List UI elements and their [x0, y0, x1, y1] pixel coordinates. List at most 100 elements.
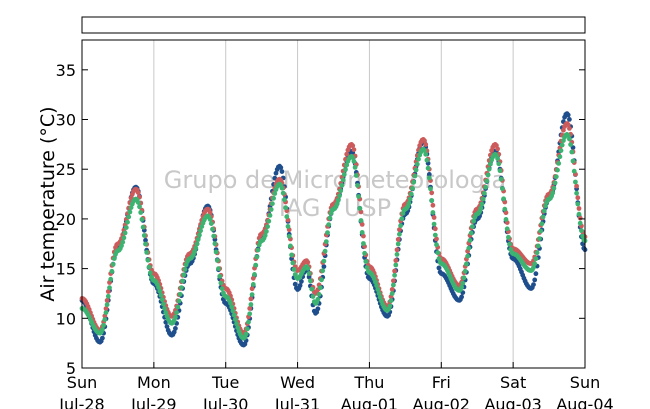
data-point	[138, 210, 144, 215]
data-point	[353, 173, 359, 178]
data-point	[356, 194, 361, 199]
data-point	[361, 233, 366, 239]
data-point	[431, 221, 437, 227]
data-point	[195, 237, 201, 242]
data-point	[465, 253, 470, 259]
data-point	[571, 168, 577, 174]
data-point	[359, 222, 365, 227]
data-point	[127, 209, 133, 215]
series-2	[79, 132, 588, 341]
data-point	[140, 224, 146, 230]
data-point	[557, 154, 563, 160]
data-point	[392, 268, 397, 274]
data-point	[495, 146, 500, 152]
data-point	[243, 331, 249, 337]
data-point	[373, 279, 378, 285]
y-axis-title: Air temperature (°C)	[37, 106, 59, 301]
data-point	[416, 156, 421, 162]
data-point	[208, 221, 214, 227]
data-point	[567, 136, 572, 142]
data-point	[568, 142, 573, 148]
data-point	[426, 172, 432, 177]
data-point	[291, 267, 297, 272]
data-point	[234, 321, 239, 327]
data-point	[434, 242, 439, 248]
data-point	[278, 165, 284, 171]
x-tick-date: Jul-31	[274, 395, 320, 409]
data-point	[503, 217, 509, 222]
data-point	[325, 230, 330, 236]
data-point	[146, 264, 152, 270]
data-point	[556, 161, 562, 166]
data-point	[565, 122, 571, 128]
data-point	[555, 167, 560, 173]
data-point	[432, 226, 438, 232]
data-point	[466, 245, 472, 251]
data-point	[531, 282, 536, 287]
data-point	[435, 250, 441, 256]
data-point	[532, 277, 538, 283]
data-point	[393, 258, 399, 263]
data-series	[79, 111, 588, 348]
data-point	[102, 317, 108, 322]
data-point	[306, 274, 312, 280]
data-point	[199, 224, 205, 230]
data-point	[123, 225, 129, 231]
x-tick-day: Sun	[67, 373, 97, 392]
data-point	[249, 286, 255, 292]
data-point	[414, 161, 420, 167]
data-point	[285, 224, 291, 229]
data-point	[122, 230, 128, 236]
data-point	[141, 233, 147, 238]
data-point	[574, 190, 579, 196]
data-point	[395, 241, 401, 247]
x-tick-day: Sun	[570, 373, 600, 392]
data-point	[216, 266, 221, 271]
data-point	[394, 247, 400, 253]
data-point	[343, 167, 348, 172]
y-tick-label: 25	[56, 160, 76, 179]
data-point	[299, 279, 304, 284]
data-point	[426, 175, 432, 181]
data-point	[395, 237, 401, 242]
data-point	[550, 190, 556, 196]
data-point	[247, 306, 253, 311]
data-point	[480, 196, 486, 202]
data-point	[266, 218, 272, 224]
data-point	[534, 250, 540, 256]
data-point	[351, 147, 357, 153]
data-point	[252, 272, 257, 277]
data-point	[576, 211, 582, 217]
data-point	[552, 180, 558, 186]
x-tick-date: Jul-30	[202, 395, 248, 409]
data-point	[430, 210, 436, 215]
data-point	[464, 261, 469, 267]
data-point	[305, 259, 311, 265]
x-tick-date: Jul-28	[58, 395, 104, 409]
x-tick-date: Jul-29	[130, 395, 176, 409]
data-point	[255, 247, 261, 253]
data-point	[358, 218, 364, 223]
data-point	[424, 157, 430, 163]
data-point	[377, 294, 383, 300]
data-point	[500, 186, 505, 192]
data-point	[459, 284, 464, 290]
data-point	[104, 298, 110, 303]
data-point	[145, 257, 151, 263]
data-point	[575, 201, 581, 207]
data-point	[412, 173, 418, 179]
data-point	[144, 250, 150, 255]
data-point	[567, 125, 572, 131]
y-tick-label: 10	[56, 309, 76, 328]
data-point	[232, 317, 238, 322]
data-point	[105, 289, 111, 294]
data-point	[488, 161, 493, 167]
data-point	[264, 229, 269, 234]
y-axis-ticks: 5 10 15 20 25 30 35	[56, 61, 585, 378]
data-point	[103, 306, 109, 311]
data-point	[459, 294, 464, 300]
legend-box	[81, 16, 586, 34]
data-point	[532, 261, 538, 267]
data-point	[573, 179, 578, 185]
data-point	[389, 291, 395, 296]
